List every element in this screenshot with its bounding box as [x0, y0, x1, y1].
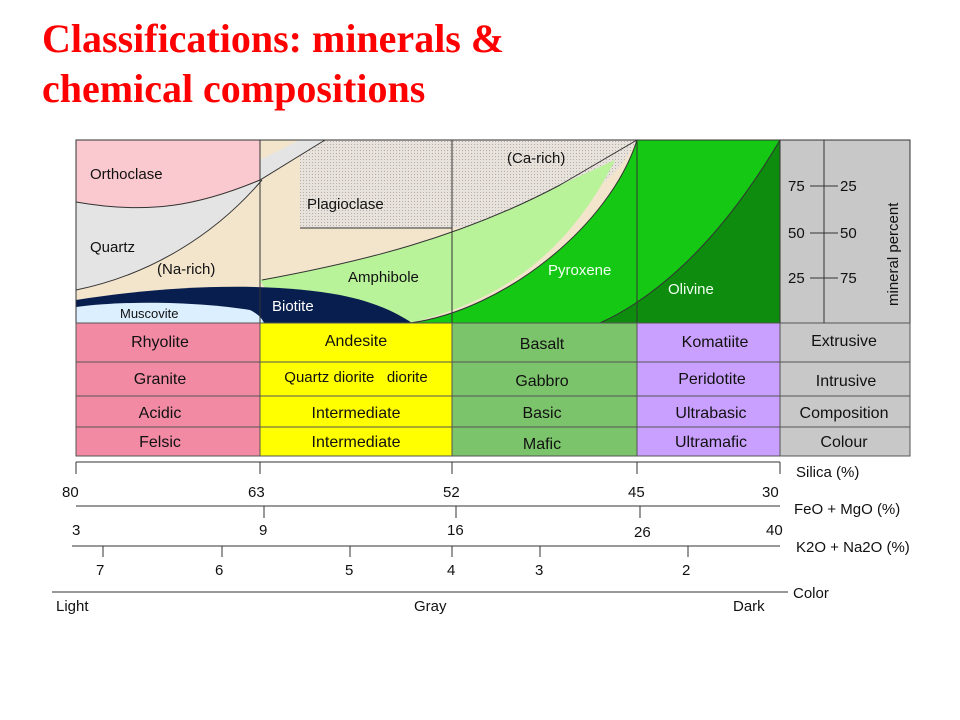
mineral-boundaries	[75, 139, 781, 324]
cell-rhyolite: Rhyolite	[131, 334, 189, 351]
k2o-tick-3: 3	[535, 562, 543, 579]
slide-title: Classifications: minerals & chemical com…	[42, 14, 742, 114]
mineral-percent-column: 75 50 25 25 50 75 mineral percent	[779, 139, 911, 324]
cell-basic: Basic	[522, 405, 561, 422]
percent-right-25: 25	[840, 178, 857, 195]
cell-granite: Granite	[134, 371, 187, 388]
feo-tick-40: 40	[766, 522, 783, 539]
color-tick-gray: Gray	[414, 598, 447, 615]
slide-title-line-2: chemical compositions	[42, 66, 426, 111]
cell-acidic: Acidic	[139, 405, 182, 422]
k2o-scale-label: K2O + Na2O (%)	[796, 539, 910, 556]
percent-left-75: 75	[788, 178, 805, 195]
amphibole-label: Amphibole	[348, 269, 419, 286]
percent-right-50: 50	[840, 225, 857, 242]
mineral-percent-axis-label: mineral percent	[885, 202, 902, 306]
label-colour: Colour	[820, 434, 868, 451]
k2o-tick-7: 7	[96, 562, 104, 579]
amphibole-region	[260, 160, 615, 323]
biotite-label: Biotite	[272, 298, 314, 315]
cell-gabbro: Gabbro	[515, 373, 568, 390]
percent-left-50: 50	[788, 225, 805, 242]
silica-tick-80: 80	[62, 484, 79, 501]
k2o-tick-2: 2	[682, 562, 690, 579]
cell-andesite: Andesite	[325, 333, 387, 350]
silica-tick-52: 52	[443, 484, 460, 501]
feo-tick-9: 9	[259, 522, 267, 539]
feo-tick-26: 26	[634, 524, 651, 541]
muscovite-region	[76, 302, 264, 323]
cell-felsic: Felsic	[139, 434, 181, 451]
orthoclase-region	[76, 140, 260, 208]
cell-ultrabasic: Ultrabasic	[675, 405, 746, 422]
label-intrusive: Intrusive	[816, 373, 877, 390]
cell-mafic: Mafic	[523, 436, 561, 453]
cell-basalt: Basalt	[520, 336, 565, 353]
olivine-label: Olivine	[668, 281, 714, 298]
cell-intermediate-colour: Intermediate	[312, 434, 401, 451]
scales	[52, 461, 788, 593]
cell-ultramafic: Ultramafic	[675, 434, 747, 451]
quartz-label: Quartz	[90, 239, 135, 256]
label-composition: Composition	[800, 405, 889, 422]
mineral-panel: Orthoclase Quartz (Na-rich) Plagioclase …	[75, 139, 781, 324]
color-tick-dark: Dark	[733, 598, 765, 615]
na-rich-label: (Na-rich)	[157, 261, 215, 278]
label-extrusive: Extrusive	[811, 333, 877, 350]
silica-tick-63: 63	[248, 484, 265, 501]
color-scale-label: Color	[793, 585, 829, 602]
color-tick-light: Light	[56, 598, 89, 615]
cell-intermediate-composition: Intermediate	[312, 405, 401, 422]
cell-quartz-diorite: Quartz diorite diorite	[284, 369, 427, 386]
plagioclase-label: Plagioclase	[307, 196, 384, 213]
silica-scale-label: Silica (%)	[796, 464, 859, 481]
percent-right-75: 75	[840, 270, 857, 287]
silica-tick-45: 45	[628, 484, 645, 501]
percent-left-25: 25	[788, 270, 805, 287]
k2o-tick-5: 5	[345, 562, 353, 579]
ca-rich-label: (Ca-rich)	[507, 150, 565, 167]
quartz-region	[76, 140, 325, 290]
olivine-region	[600, 140, 780, 323]
mineral-column-dividers	[259, 140, 638, 323]
pyroxene-label: Pyroxene	[548, 262, 611, 279]
k2o-tick-4: 4	[447, 562, 455, 579]
muscovite-label: Muscovite	[120, 306, 179, 321]
feo-tick-3: 3	[72, 522, 80, 539]
orthoclase-label: Orthoclase	[90, 166, 163, 183]
cell-peridotite: Peridotite	[678, 371, 746, 388]
k2o-tick-6: 6	[215, 562, 223, 579]
feo-tick-16: 16	[447, 522, 464, 539]
feo-scale-label: FeO + MgO (%)	[794, 501, 900, 518]
slide-title-line-1: Classifications: minerals &	[42, 16, 505, 61]
rock-table: Rhyolite Andesite Basalt Komatiite Extru…	[75, 322, 911, 457]
cell-komatiite: Komatiite	[682, 334, 749, 351]
silica-tick-30: 30	[762, 484, 779, 501]
